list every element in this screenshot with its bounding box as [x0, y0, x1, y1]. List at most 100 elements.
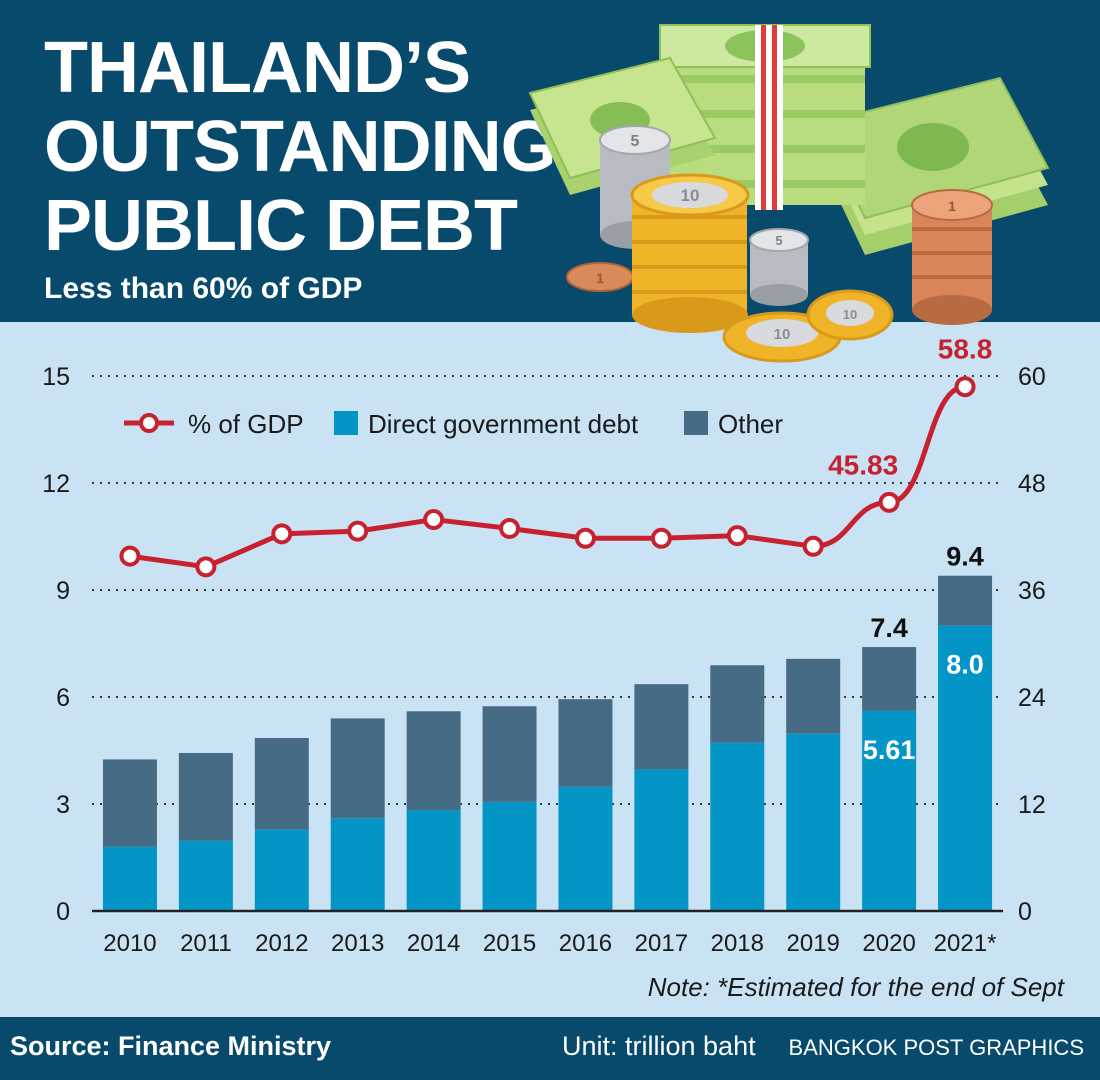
bar-direct-debt	[254, 829, 309, 911]
x-axis-tick-label: 2020	[862, 930, 915, 957]
x-axis-tick-label: 2011	[180, 930, 232, 957]
bar-direct-debt	[634, 769, 689, 911]
gdp-point	[423, 509, 445, 531]
publisher-credit: BANGKOK POST GRAPHICS	[788, 1035, 1084, 1060]
x-axis-tick-label: 2014	[407, 930, 460, 957]
legend-direct-swatch	[334, 411, 358, 435]
bar-other-debt	[938, 575, 993, 626]
legend-gdp-swatch-marker	[139, 413, 159, 433]
x-axis-tick-label: 2018	[711, 930, 764, 957]
bar-direct-debt	[102, 846, 157, 911]
gdp-point	[195, 556, 217, 578]
x-axis-tick-label: 2016	[559, 930, 612, 957]
copper-coin-stack: 1	[911, 189, 993, 325]
gdp-point	[119, 545, 141, 567]
bar-other-debt	[710, 665, 765, 743]
bar-other-debt	[406, 711, 461, 811]
small-silver-coin-stack: 5	[749, 228, 809, 306]
coin-label-1a: 1	[596, 270, 604, 286]
legend: % of GDP Direct government debt Other	[124, 409, 783, 439]
title-line-2: OUTSTANDING	[44, 107, 557, 187]
subtitle: Less than 60% of GDP	[44, 272, 363, 305]
gdp-point	[650, 527, 672, 549]
right-axis-tick-label: 48	[1018, 470, 1046, 498]
coin-label-1b: 1	[948, 198, 956, 214]
total-value-label: 7.4	[870, 613, 908, 643]
right-axis-tick-label: 60	[1018, 363, 1046, 391]
title-line-1: THAILAND’S	[44, 28, 471, 108]
gdp-value-label: 45.83	[828, 449, 898, 480]
coin-label-5b: 5	[775, 233, 782, 248]
gold-coin-stack: 10	[630, 173, 750, 333]
x-axis-tick-labels: 2010 2011 2012 2013 2014 2015 2016 2017 2018 2019…	[103, 930, 996, 957]
coin-label-10b: 10	[774, 326, 791, 343]
left-axis-tick-label: 15	[42, 363, 70, 391]
bar-direct-debt	[330, 818, 385, 911]
unit-label: Unit: trillion baht	[562, 1031, 756, 1061]
legend-direct-label: Direct government debt	[368, 409, 639, 439]
gdp-point	[726, 525, 748, 547]
bar-other-debt	[862, 647, 917, 711]
bar-other-debt	[786, 658, 841, 734]
gdp-point	[499, 517, 521, 539]
bar-other-debt	[330, 718, 385, 819]
coin-label-10a: 10	[681, 186, 700, 205]
money-stack-coins-icon: 5 1 10 5 10	[528, 24, 1050, 363]
right-axis-tick-label: 24	[1018, 684, 1046, 712]
total-value-label: 9.4	[946, 542, 984, 572]
gdp-line	[129, 384, 966, 570]
gdp-point	[878, 491, 900, 513]
bar-other-debt	[102, 759, 157, 847]
bar-direct-debt	[482, 801, 537, 911]
source-credit: Source: Finance Ministry	[10, 1031, 332, 1061]
direct-value-label: 5.61	[863, 735, 916, 765]
right-axis-tick-label: 36	[1018, 577, 1046, 605]
direct-value-label: 8.0	[946, 650, 984, 680]
gdp-point	[574, 527, 596, 549]
gdp-value-label: 58.8	[938, 334, 993, 365]
bar-direct-debt	[786, 733, 841, 911]
x-axis-tick-label: 2013	[331, 930, 384, 957]
legend-other-swatch	[684, 411, 708, 435]
bar-direct-debt	[406, 810, 461, 911]
right-axis-tick-label: 12	[1018, 791, 1046, 819]
debt-chart: 0 36 9 12 15 0 12 24 36 48 60 7.4 9.4 5.61 8.0 2010 2…	[42, 334, 1046, 957]
right-axis: 0 12 24 36 48 60	[1018, 363, 1046, 926]
gdp-line-series: 45.83 58.8	[119, 334, 993, 578]
x-axis-tick-label: 2017	[635, 930, 688, 957]
x-axis-tick-label: 2019	[787, 930, 840, 957]
bar-other-debt	[634, 684, 689, 770]
bar-other-debt	[558, 699, 613, 787]
legend-other-label: Other	[718, 409, 783, 439]
x-axis-tick-label: 2015	[483, 930, 536, 957]
right-axis-tick-label: 0	[1018, 898, 1032, 926]
bar-other-debt	[254, 738, 309, 830]
bar-other-debt	[178, 752, 233, 841]
legend-gdp-label: % of GDP	[188, 409, 304, 439]
gdp-point	[271, 523, 293, 545]
footnote: Note: *Estimated for the end of Sept	[647, 972, 1064, 1002]
bar-labels: 7.4 9.4 5.61 8.0	[863, 542, 984, 765]
x-axis-tick-label: 2010	[103, 930, 156, 957]
left-axis-tick-label: 0	[56, 898, 70, 926]
left-axis-tick-label: 9	[56, 577, 70, 605]
gdp-point	[802, 535, 824, 557]
gdp-point	[954, 376, 976, 398]
bar-direct-debt	[178, 840, 233, 911]
bar-direct-debt	[710, 742, 765, 911]
title-line-3: PUBLIC DEBT	[44, 186, 518, 266]
bar-other-debt	[482, 706, 537, 802]
bar-direct-debt	[558, 786, 613, 911]
front-gold-coins: 10 10	[722, 289, 894, 363]
bar-direct-debt	[938, 625, 993, 911]
coin-label-5: 5	[631, 133, 640, 150]
bars	[102, 575, 993, 911]
left-axis: 0 3 6 9 12 15	[42, 363, 70, 926]
gdp-point	[347, 520, 369, 542]
left-axis-tick-label: 6	[56, 684, 70, 712]
left-axis-tick-label: 12	[42, 470, 70, 498]
x-axis-tick-label: 2021*	[934, 930, 997, 957]
footer-bar: Source: Finance Ministry Unit: trillion …	[0, 1017, 1100, 1080]
coin-label-10c: 10	[843, 307, 857, 322]
